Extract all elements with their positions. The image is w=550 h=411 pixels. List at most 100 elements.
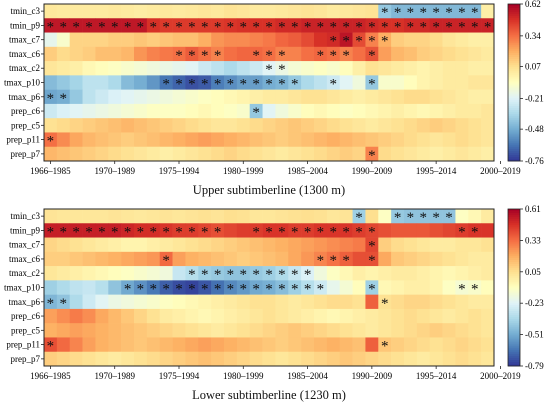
lower-significance-mark: * <box>278 267 286 283</box>
lower-x-tick-label: 1970–1989 <box>94 371 135 381</box>
lower-significance-mark: * <box>214 282 222 298</box>
lower-cell <box>429 223 443 238</box>
upper-cell <box>288 132 302 148</box>
lower-cell <box>249 323 263 338</box>
lower-cell <box>262 266 276 281</box>
upper-cell <box>378 4 392 19</box>
lower-significance-mark: * <box>188 282 196 298</box>
upper-cell <box>326 4 341 19</box>
upper-cell <box>146 132 161 148</box>
lower-cell <box>314 337 328 353</box>
upper-colorbar-segment <box>508 149 520 152</box>
lower-cell <box>378 266 392 281</box>
upper-cell <box>326 32 341 48</box>
lower-cell <box>198 280 212 295</box>
lower-cell <box>108 337 122 353</box>
lower-cell <box>391 308 405 324</box>
lower-cell <box>95 251 109 267</box>
lower-cell <box>121 251 135 267</box>
lower-cell <box>275 223 289 238</box>
upper-colorbar-segment <box>508 90 520 93</box>
lower-significance-mark: * <box>368 224 376 240</box>
upper-cell <box>198 75 212 90</box>
upper-significance-mark: * <box>227 19 235 35</box>
upper-cell <box>404 89 418 105</box>
lower-colorbar-segment <box>508 328 520 332</box>
upper-cell <box>159 61 173 76</box>
lower-colorbar-segment <box>508 313 520 316</box>
upper-cell <box>108 118 122 133</box>
upper-cell <box>352 103 366 119</box>
lower-cell <box>262 294 276 310</box>
lower-significance-mark: * <box>304 282 312 298</box>
upper-cell <box>288 61 302 76</box>
upper-significance-mark: * <box>445 5 453 21</box>
lower-significance-mark: * <box>368 253 376 269</box>
upper-cell <box>146 89 161 105</box>
lower-cell <box>121 323 135 338</box>
upper-colorbar-segment <box>508 76 520 79</box>
lower-significance-mark: * <box>60 224 68 240</box>
upper-cell <box>249 18 263 33</box>
lower-cell <box>172 280 186 295</box>
upper-cell <box>249 4 263 19</box>
upper-cell <box>95 89 109 105</box>
lower-significance-mark: * <box>291 282 299 298</box>
upper-colorbar-segment <box>508 25 520 28</box>
upper-cell <box>442 61 456 76</box>
upper-cell <box>236 118 251 133</box>
upper-colorbar-segment <box>508 119 520 123</box>
upper-significance-mark: * <box>162 77 170 93</box>
upper-cell <box>275 89 289 105</box>
upper-significance-mark: * <box>265 19 273 35</box>
lower-significance-mark: * <box>175 224 183 240</box>
upper-cell <box>378 46 392 62</box>
upper-significance-mark: * <box>317 48 325 64</box>
upper-cell <box>108 46 122 62</box>
upper-cell <box>455 103 469 119</box>
lower-cell <box>429 266 443 281</box>
lower-x-tick-label: 1995–2014 <box>416 371 457 381</box>
lower-cell <box>262 323 276 338</box>
lower-cell <box>44 209 58 224</box>
lower-significance-mark: * <box>111 224 119 240</box>
lower-cell <box>301 209 315 224</box>
upper-cell <box>159 132 173 148</box>
lower-cell <box>339 209 353 224</box>
lower-cell <box>172 351 186 367</box>
upper-cell <box>211 89 225 105</box>
lower-cell <box>44 337 58 353</box>
lower-colorbar-tick-label: -0.51 <box>525 330 544 340</box>
upper-significance-mark: * <box>381 19 389 35</box>
upper-cell <box>121 32 135 48</box>
upper-cell <box>198 103 212 119</box>
lower-cell <box>378 308 392 324</box>
lower-cell <box>301 323 315 338</box>
lower-cell <box>108 223 122 238</box>
lower-cell <box>468 266 482 281</box>
lower-cell <box>275 294 289 310</box>
upper-cell <box>198 18 212 33</box>
lower-cell <box>134 251 148 267</box>
lower-cell <box>69 266 83 281</box>
lower-cell <box>378 337 392 353</box>
lower-cell <box>224 323 238 338</box>
upper-cell <box>275 118 289 133</box>
lower-significance-mark: * <box>137 224 145 240</box>
upper-cell <box>95 46 109 62</box>
upper-colorbar-segment <box>508 23 520 26</box>
upper-significance-mark: * <box>342 19 350 35</box>
lower-cell <box>365 351 379 367</box>
upper-cell <box>365 4 379 19</box>
lower-colorbar-segment <box>508 209 520 212</box>
upper-cell <box>391 46 405 62</box>
lower-cell <box>416 323 431 338</box>
upper-significance-mark: * <box>420 19 428 35</box>
upper-cell <box>146 118 161 133</box>
lower-cell <box>82 337 96 353</box>
upper-cell <box>352 146 366 162</box>
upper-cell <box>172 18 186 33</box>
lower-cell <box>288 351 302 367</box>
lower-significance-mark: * <box>317 224 325 240</box>
lower-cell <box>339 308 353 324</box>
